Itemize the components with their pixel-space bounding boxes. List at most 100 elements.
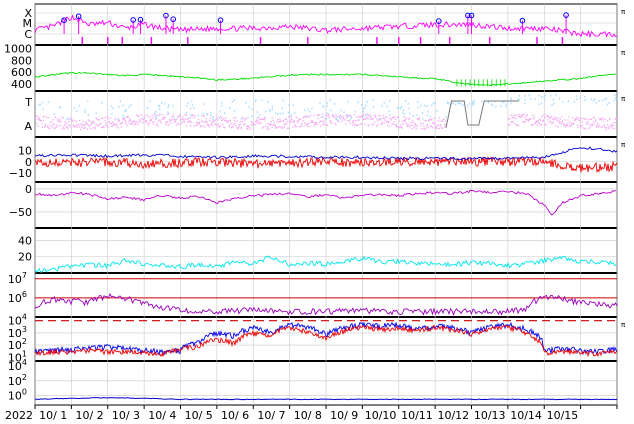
particles-dot-A xyxy=(582,117,585,119)
particles-dot-T xyxy=(122,104,124,107)
particles-dot-A xyxy=(585,118,587,120)
particles-dot-A xyxy=(327,113,329,116)
particles-dot-A xyxy=(362,118,365,121)
particles-dot-A xyxy=(209,124,212,126)
particles-dot-A xyxy=(543,119,545,121)
particles-dot-A xyxy=(294,125,296,127)
particles-dot-T xyxy=(538,94,540,97)
particles-dot-A xyxy=(242,124,245,126)
particles-dot-A xyxy=(366,116,368,119)
particles-dot-A xyxy=(260,121,262,124)
particles-dot-A xyxy=(226,120,228,122)
particles-dot-A xyxy=(224,119,226,122)
particles-dot-A xyxy=(229,119,231,121)
particles-dot-A xyxy=(553,118,555,120)
particles-dot-T xyxy=(383,101,385,104)
particles-dot-A xyxy=(178,115,180,118)
particles-dot-A xyxy=(57,118,59,120)
particles-dot-T xyxy=(347,100,349,103)
imf-total-series xyxy=(34,146,618,161)
particles-dot-T xyxy=(202,112,205,115)
particles-dot-A xyxy=(438,127,440,130)
particles-dot-A xyxy=(103,127,105,129)
particles-dot-A xyxy=(605,126,608,129)
particles-dot-T xyxy=(124,110,126,113)
particles-dot-A xyxy=(384,119,387,122)
particles-dot-A xyxy=(185,114,187,116)
flare-marker xyxy=(75,13,82,20)
particles-dot-A xyxy=(516,114,519,116)
particles-dot-A xyxy=(180,122,182,125)
imf-tick-2: −10 xyxy=(9,167,32,180)
particles-dot-A xyxy=(206,121,208,124)
particles-dot-A xyxy=(597,125,599,127)
particles-dot-A xyxy=(288,127,290,129)
particles-dot-A xyxy=(212,124,214,127)
particles-dot-T xyxy=(167,111,169,114)
particles-dot-T xyxy=(53,113,56,115)
particles-dot-T xyxy=(245,102,247,104)
particles-dot-A xyxy=(578,117,580,119)
particles-dot-A xyxy=(268,128,270,130)
particles-dot-A xyxy=(290,121,292,123)
particles-dot-A xyxy=(285,118,288,120)
speed-tick-600: 600 xyxy=(11,66,32,79)
particles-dot-A xyxy=(433,122,435,125)
particles-dot-A xyxy=(545,113,547,116)
pi-marker: π xyxy=(621,49,626,57)
particles-dot-A xyxy=(208,119,211,122)
particles-dot-A xyxy=(361,115,363,117)
particles-dot-A xyxy=(202,121,204,123)
particles-dot-A xyxy=(396,126,399,128)
particles-dot-T xyxy=(185,112,188,114)
particles-dot-A xyxy=(88,120,91,122)
particles-dot-A xyxy=(508,124,510,126)
particles-dot-A xyxy=(261,127,263,129)
particles-dot-A xyxy=(152,123,154,125)
particles-dot-A xyxy=(590,118,592,120)
particles-dot-A xyxy=(509,124,511,126)
particles-dot-A xyxy=(253,123,256,126)
particles-dot-T xyxy=(117,117,119,120)
particles-dot-A xyxy=(81,126,83,128)
particles-dot-A xyxy=(395,125,398,128)
particles-dot-A xyxy=(288,116,290,118)
particles-dot-A xyxy=(147,123,149,125)
particles-dot-T xyxy=(451,101,453,104)
particles-dot-A xyxy=(272,119,274,122)
particles-dot-T xyxy=(403,113,406,115)
particles-dot-A xyxy=(410,125,412,127)
particles-dot-A xyxy=(110,123,113,125)
particles-dot-A xyxy=(150,119,152,122)
particles-dot-T xyxy=(416,114,418,116)
particles-dot-A xyxy=(611,127,613,129)
particles-dot-A xyxy=(401,126,403,129)
particles-dot-A xyxy=(279,121,281,123)
particles-dot-A xyxy=(608,127,610,129)
particles-dot-T xyxy=(146,106,149,109)
particles-dot-A xyxy=(436,125,438,127)
pi-marker: π xyxy=(621,321,626,329)
particles-dot-A xyxy=(333,115,335,118)
particles-dot-T xyxy=(190,114,192,117)
particles-dot-T xyxy=(360,103,363,106)
particles-dot-A xyxy=(118,119,120,121)
particles-dot-A xyxy=(35,115,37,118)
particles-dot-A xyxy=(314,123,316,125)
particles-dot-A xyxy=(169,118,171,121)
particles-dot-A xyxy=(262,118,264,121)
particles-dot-A xyxy=(47,125,49,128)
particles-dot-A xyxy=(563,123,565,125)
particles-dot-A xyxy=(435,126,437,128)
particles-dot-T xyxy=(422,117,424,120)
particles-dot-A xyxy=(511,121,513,123)
particles-dot-A xyxy=(156,124,158,126)
particles-dot-A xyxy=(249,128,251,130)
pi-marker: π xyxy=(621,141,626,149)
particles-dot-A xyxy=(391,123,393,125)
particles-dot-T xyxy=(372,99,374,102)
particles-dot-T xyxy=(59,106,61,108)
particles-dot-T xyxy=(67,117,69,120)
particles-dot-A xyxy=(49,124,51,126)
particles-dot-A xyxy=(219,115,222,118)
